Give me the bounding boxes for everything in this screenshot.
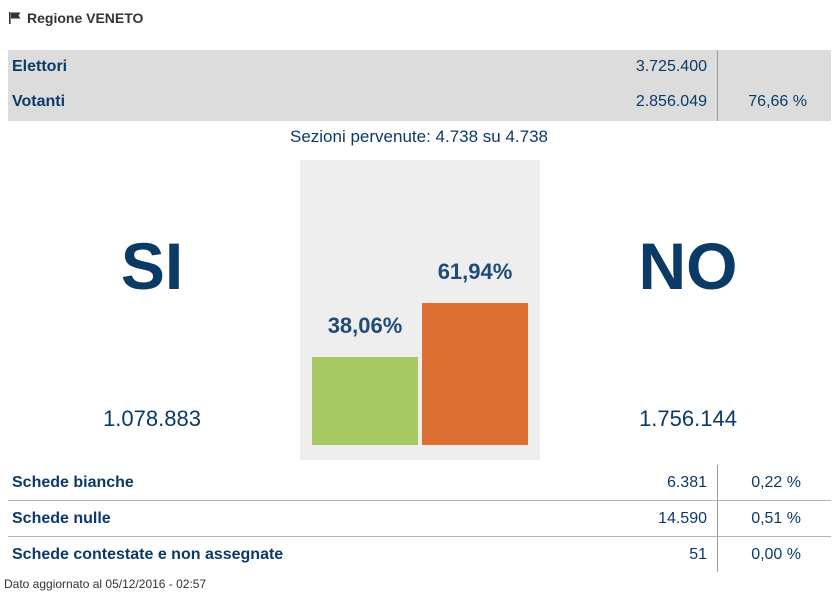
si-count: 1.078.883 [103, 406, 201, 431]
bianche-label: Schede bianche [12, 474, 134, 491]
bianche-percent: 0,22 % [751, 474, 801, 491]
detail-row-bianche: Schede bianche 6.381 0,22 % [8, 465, 831, 501]
bar-label-no: 61,94% [437, 259, 513, 284]
detail-row-nulle: Schede nulle 14.590 0,51 % [8, 501, 831, 537]
nulle-label: Schede nulle [12, 510, 111, 527]
summary-row-elettori: Elettori 3.725.400 [8, 50, 831, 84]
nulle-divider [717, 501, 718, 536]
no-count: 1.756.144 [639, 406, 737, 431]
bar-si [312, 357, 418, 445]
no-label: NO [638, 229, 738, 303]
summary-row-votanti: Votanti 2.856.049 76,66 % [8, 85, 831, 119]
nulle-value: 14.590 [658, 510, 707, 527]
votanti-value: 2.856.049 [635, 93, 707, 110]
result-chart: 38,06% 61,94% [300, 160, 540, 460]
elettori-value: 3.725.400 [635, 58, 707, 75]
region-title: Regione VENETO [27, 10, 144, 26]
region-header: Regione VENETO [8, 8, 143, 28]
sezioni-pervenute: Sezioni pervenute: 4.738 su 4.738 [289, 127, 549, 146]
summary-divider [717, 50, 718, 121]
contestate-value: 51 [689, 546, 707, 563]
si-label: SI [120, 229, 184, 303]
nulle-percent: 0,51 % [751, 510, 801, 527]
contestate-label: Schede contestate e non assegnate [12, 546, 284, 563]
contestate-percent: 0,00 % [751, 546, 801, 563]
bianche-value: 6.381 [666, 474, 707, 491]
flag-icon [8, 11, 22, 25]
bar-no [422, 303, 528, 445]
bianche-divider [717, 465, 718, 500]
votanti-percent: 76,66 % [748, 93, 807, 110]
detail-row-contestate: Schede contestate e non assegnate 51 0,0… [8, 537, 831, 572]
last-update: Dato aggiornato al 05/12/2016 - 02:57 [4, 577, 207, 591]
contestate-divider [717, 537, 718, 572]
bar-label-si: 38,06% [327, 313, 403, 338]
elettori-label: Elettori [12, 58, 68, 75]
votanti-label: Votanti [12, 93, 66, 110]
summary-table: Elettori 3.725.400 Votanti 2.856.049 76,… [8, 50, 831, 121]
